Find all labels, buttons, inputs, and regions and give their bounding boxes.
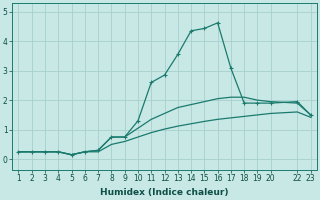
X-axis label: Humidex (Indice chaleur): Humidex (Indice chaleur) (100, 188, 229, 197)
